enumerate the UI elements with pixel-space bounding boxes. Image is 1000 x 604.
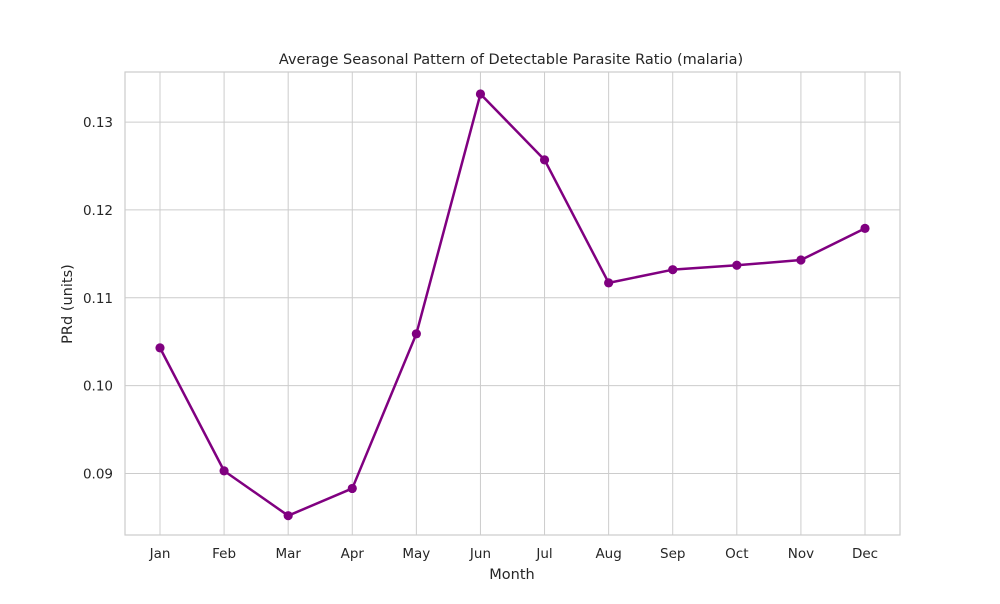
- x-tick-label: May: [402, 546, 430, 562]
- x-tick-label: Apr: [341, 546, 365, 562]
- data-point: [604, 278, 614, 288]
- x-tick-label: Feb: [212, 546, 236, 562]
- x-tick-label: Nov: [788, 546, 814, 562]
- data-point: [475, 89, 486, 99]
- data-point: [732, 260, 742, 270]
- y-tick-label: 0.11: [83, 291, 113, 307]
- x-axis-ticks: Jan Feb Mar Apr May Jun Jul Aug Sep Oct Nov Dec: [149, 546, 878, 562]
- grid: [125, 72, 900, 535]
- y-axis-label: PRd (units): [60, 264, 76, 344]
- x-tick-label: Dec: [852, 546, 878, 562]
- data-point: [668, 265, 678, 275]
- data-point: [411, 329, 421, 339]
- x-tick-label: Jan: [149, 546, 171, 562]
- data-point: [860, 223, 870, 233]
- y-axis-ticks: 0.09 0.10 0.11 0.12 0.13: [83, 115, 113, 482]
- x-tick-label: Jul: [535, 546, 552, 562]
- x-axis-label: Month: [489, 567, 534, 583]
- data-point: [796, 255, 806, 265]
- y-tick-label: 0.09: [83, 467, 113, 483]
- y-tick-label: 0.13: [83, 115, 113, 131]
- series-line: [158, 92, 866, 517]
- x-tick-label: Sep: [660, 546, 685, 562]
- data-point: [283, 511, 293, 521]
- x-tick-label: Jun: [469, 546, 491, 562]
- data-point: [219, 466, 229, 476]
- x-tick-label: Oct: [725, 546, 748, 562]
- x-tick-label: Mar: [275, 546, 301, 562]
- data-point: [347, 483, 357, 494]
- chart-title: Average Seasonal Pattern of Detectable P…: [279, 52, 743, 68]
- plot-frame: [124, 71, 901, 536]
- data-point: [539, 155, 550, 165]
- y-tick-label: 0.10: [83, 379, 113, 395]
- y-tick-label: 0.12: [83, 203, 113, 219]
- series-layer: [155, 89, 870, 521]
- x-tick-label: Aug: [595, 546, 621, 562]
- data-point: [155, 343, 165, 353]
